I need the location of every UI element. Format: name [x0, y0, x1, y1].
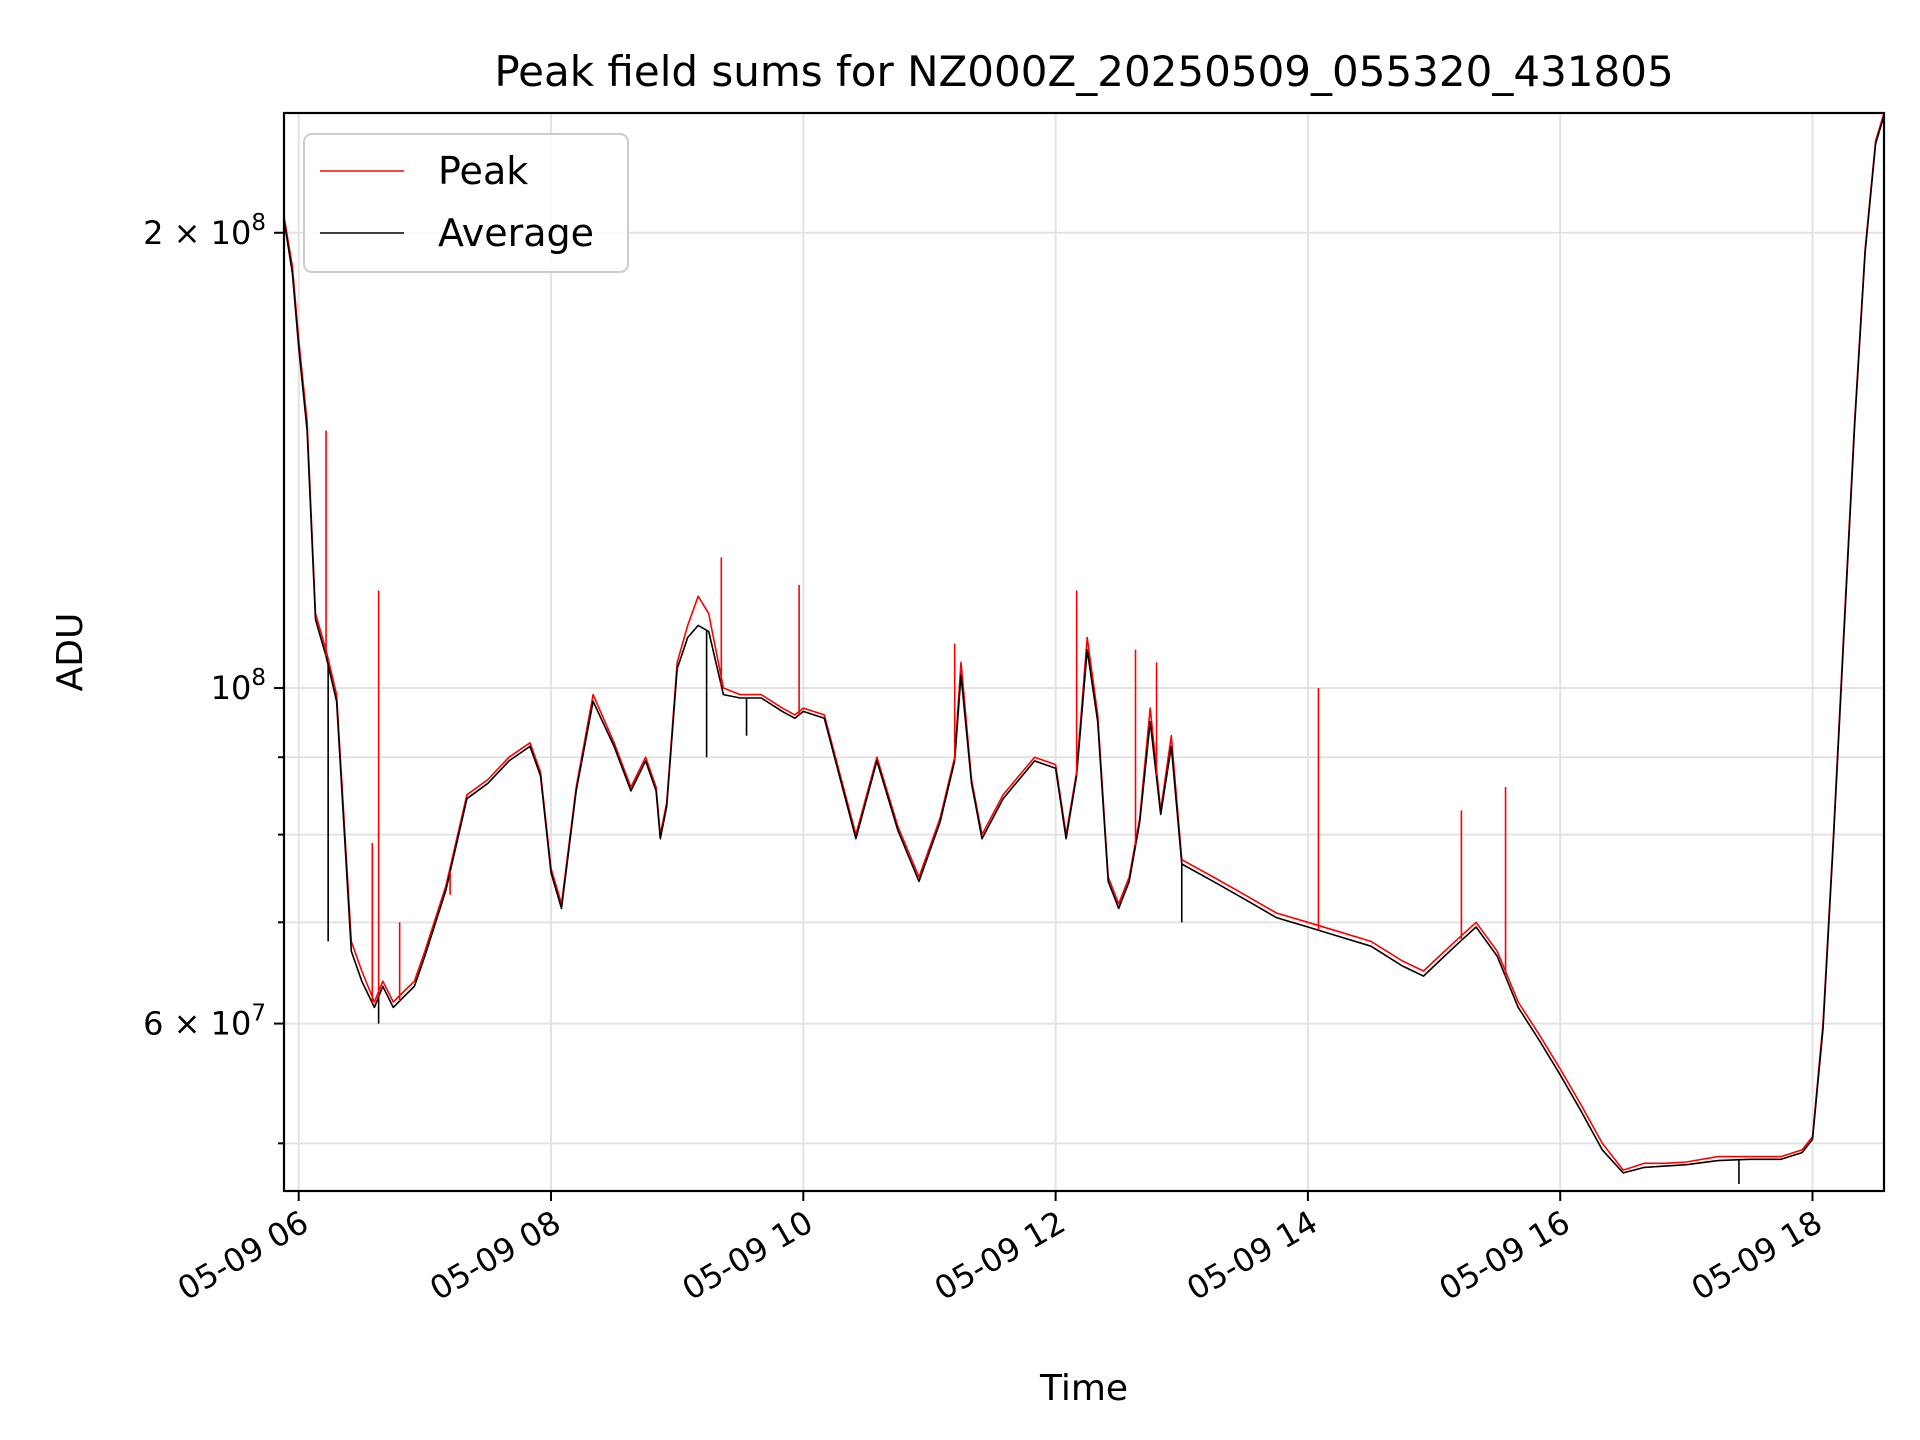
y-tick-label: 6 × 107 — [143, 1001, 266, 1043]
legend-label-peak: Peak — [438, 149, 528, 193]
series-line-average — [283, 115, 1885, 1174]
series-layer — [283, 112, 1885, 1184]
y-tick-label: 2 × 108 — [143, 210, 266, 252]
chart-title: Peak field sums for NZ000Z_20250509_0553… — [494, 47, 1673, 96]
plot-frame — [282, 111, 1886, 1193]
y-tick-label: 108 — [211, 665, 266, 707]
legend: Peak Average — [303, 133, 629, 273]
legend-label-average: Average — [438, 211, 594, 255]
legend-box — [303, 133, 629, 273]
x-axis-label: Time — [1039, 1368, 1128, 1409]
y-axis-label: ADU — [50, 613, 91, 692]
